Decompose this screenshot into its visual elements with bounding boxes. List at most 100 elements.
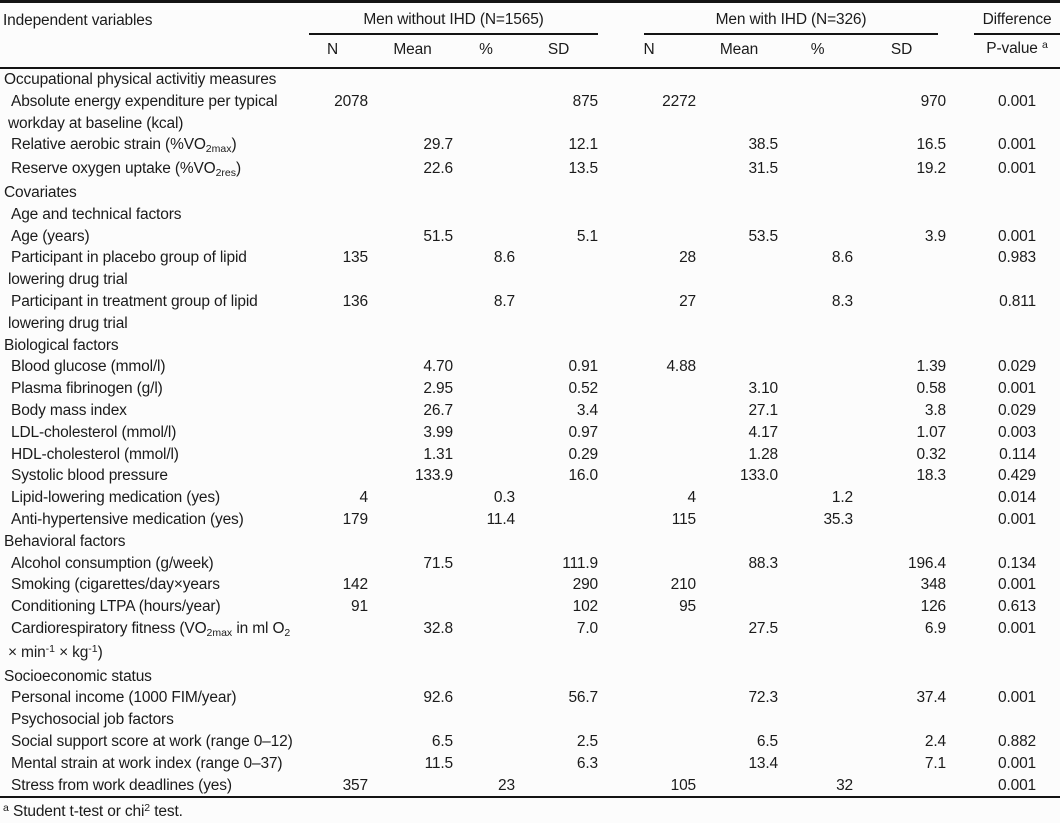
cell-g1-n xyxy=(295,68,370,91)
column-group-men-with-ihd: Men with IHD (N=326) xyxy=(600,2,948,35)
row-label: Social support score at work (range 0–12… xyxy=(11,732,293,750)
cell-g2-pct: 8.6 xyxy=(831,249,854,267)
cell-g2-pct: 32 xyxy=(836,776,854,794)
cell-p-value xyxy=(948,182,1060,204)
cell-g1-pct xyxy=(455,204,517,226)
cell-p-value: 0.001 xyxy=(997,227,1037,245)
cell-g1-pct xyxy=(455,422,517,444)
table-row: Covariates xyxy=(0,182,1060,204)
cell-g2-n: 115 xyxy=(671,510,697,528)
cell-g2-n xyxy=(600,465,698,487)
cell-p-value: 0.811 xyxy=(999,292,1037,310)
cell-g1-mean: 71.5 xyxy=(423,554,453,572)
cell-g1-mean: 133.9 xyxy=(414,467,453,485)
table-row: Reserve oxygen uptake (%VO2res) 22.6 13.… xyxy=(0,158,1060,182)
cell-g2-sd: 18.3 xyxy=(916,467,947,485)
cell-g2-pct xyxy=(780,731,855,753)
cell-g1-pct: 8.7 xyxy=(493,292,515,310)
cell-g2-sd xyxy=(855,68,948,91)
cell-g1-mean xyxy=(370,709,455,731)
cell-p-value: 0.003 xyxy=(997,423,1037,441)
cell-p-value: 0.001 xyxy=(997,576,1037,594)
cell-g1-mean: 32.8 xyxy=(423,619,453,637)
cell-g1-n xyxy=(295,666,370,688)
cell-g1-mean: 51.5 xyxy=(423,227,453,245)
cell-g1-sd xyxy=(517,709,600,731)
table-row: Body mass index 26.7 3.4 27.1 3.8 0.029 xyxy=(0,400,1060,422)
cell-g2-pct xyxy=(780,158,855,182)
cell-g2-pct xyxy=(780,134,855,158)
cell-g1-n xyxy=(295,553,370,575)
cell-g1-n xyxy=(295,378,370,400)
cell-g2-sd: 37.4 xyxy=(916,689,947,707)
cell-p-value: 0.983 xyxy=(997,249,1037,267)
g1-col-mean: Mean xyxy=(393,41,432,58)
table-header: Independent variables Men without IHD (N… xyxy=(0,2,1060,68)
header-subcolumn-row: N Mean % SD N Mean % SD P-value a xyxy=(0,35,1060,68)
cell-p-value: 0.613 xyxy=(997,598,1037,616)
cell-g2-pct xyxy=(780,618,855,666)
cell-g2-n xyxy=(600,158,698,182)
cell-g2-n xyxy=(600,422,698,444)
cell-g1-n xyxy=(295,444,370,466)
table-row: Blood glucose (mmol/l) 4.70 0.91 4.88 1.… xyxy=(0,356,1060,378)
table-row: Lipid-lowering medication (yes) 4 0.3 4 … xyxy=(0,487,1060,509)
cell-g2-pct xyxy=(780,204,855,226)
cell-g1-n xyxy=(295,182,370,204)
cell-g1-sd: 7.0 xyxy=(576,619,599,637)
cell-g2-n xyxy=(600,666,698,688)
cell-g1-sd xyxy=(517,487,600,509)
row-label: Cardiorespiratory fitness (VO2max in ml … xyxy=(8,619,291,661)
row-label: Smoking (cigarettes/day×years xyxy=(11,576,220,594)
row-label: Stress from work deadlines (yes) xyxy=(11,776,232,794)
row-label: Psychosocial job factors xyxy=(11,711,174,729)
cell-g2-mean: 13.4 xyxy=(748,754,779,772)
table-row: Occupational physical activitiy measures xyxy=(0,68,1060,91)
row-label: LDL-cholesterol (mmol/l) xyxy=(11,423,177,441)
cell-g2-mean: 6.5 xyxy=(756,732,779,750)
cell-g1-mean xyxy=(370,574,455,596)
g2-col-sd: SD xyxy=(890,41,913,58)
cell-g1-n: 91 xyxy=(351,598,368,616)
cell-g2-mean: 133.0 xyxy=(739,467,779,485)
cell-g1-mean xyxy=(370,487,455,509)
cell-g1-sd: 0.97 xyxy=(568,423,599,441)
table-row: Systolic blood pressure 133.9 16.0 133.0… xyxy=(0,465,1060,487)
row-label: Relative aerobic strain (%VO2max) xyxy=(11,136,237,156)
cell-g2-pct xyxy=(780,400,855,422)
table-body: Occupational physical activitiy measures… xyxy=(0,68,1060,797)
cell-g2-mean xyxy=(698,531,780,553)
cell-g2-n xyxy=(600,68,698,91)
cell-g2-pct xyxy=(780,444,855,466)
cell-p-value: 0.001 xyxy=(997,619,1037,637)
cell-g2-pct xyxy=(780,574,855,596)
cell-g2-sd xyxy=(855,335,948,357)
cell-g1-pct xyxy=(455,91,517,135)
cell-g2-n xyxy=(600,182,698,204)
row-label: Covariates xyxy=(4,183,77,201)
table-row: Alcohol consumption (g/week) 71.5 111.9 … xyxy=(0,553,1060,575)
cell-g2-n: 105 xyxy=(670,776,697,794)
row-label: Plasma fibrinogen (g/l) xyxy=(11,380,163,398)
cell-g2-n xyxy=(600,378,698,400)
cell-g2-n: 28 xyxy=(679,249,697,267)
table-row: Age and technical factors xyxy=(0,204,1060,226)
cell-g2-sd: 1.07 xyxy=(916,423,947,441)
cell-p-value: 0.001 xyxy=(997,136,1037,154)
cell-g1-n xyxy=(295,687,370,709)
cell-g2-mean: 31.5 xyxy=(748,160,779,178)
table-row: Age (years) 51.5 5.1 53.5 3.9 0.001 xyxy=(0,226,1060,248)
cell-g1-mean xyxy=(370,204,455,226)
cell-g1-mean: 2.95 xyxy=(423,380,453,398)
cell-p-value xyxy=(948,666,1060,688)
cell-g1-sd: 3.4 xyxy=(576,401,599,419)
cell-g1-sd: 0.52 xyxy=(568,380,599,398)
table-row: Absolute energy expenditure per typical w… xyxy=(0,91,1060,135)
cell-g2-pct xyxy=(780,182,855,204)
cell-g1-mean: 1.31 xyxy=(423,445,453,463)
cell-p-value: 0.001 xyxy=(997,92,1037,110)
cell-g1-sd: 290 xyxy=(572,576,599,594)
cell-g2-n xyxy=(600,753,698,775)
cell-g1-n: 4 xyxy=(359,489,369,507)
cell-g2-sd: 0.32 xyxy=(916,445,947,463)
